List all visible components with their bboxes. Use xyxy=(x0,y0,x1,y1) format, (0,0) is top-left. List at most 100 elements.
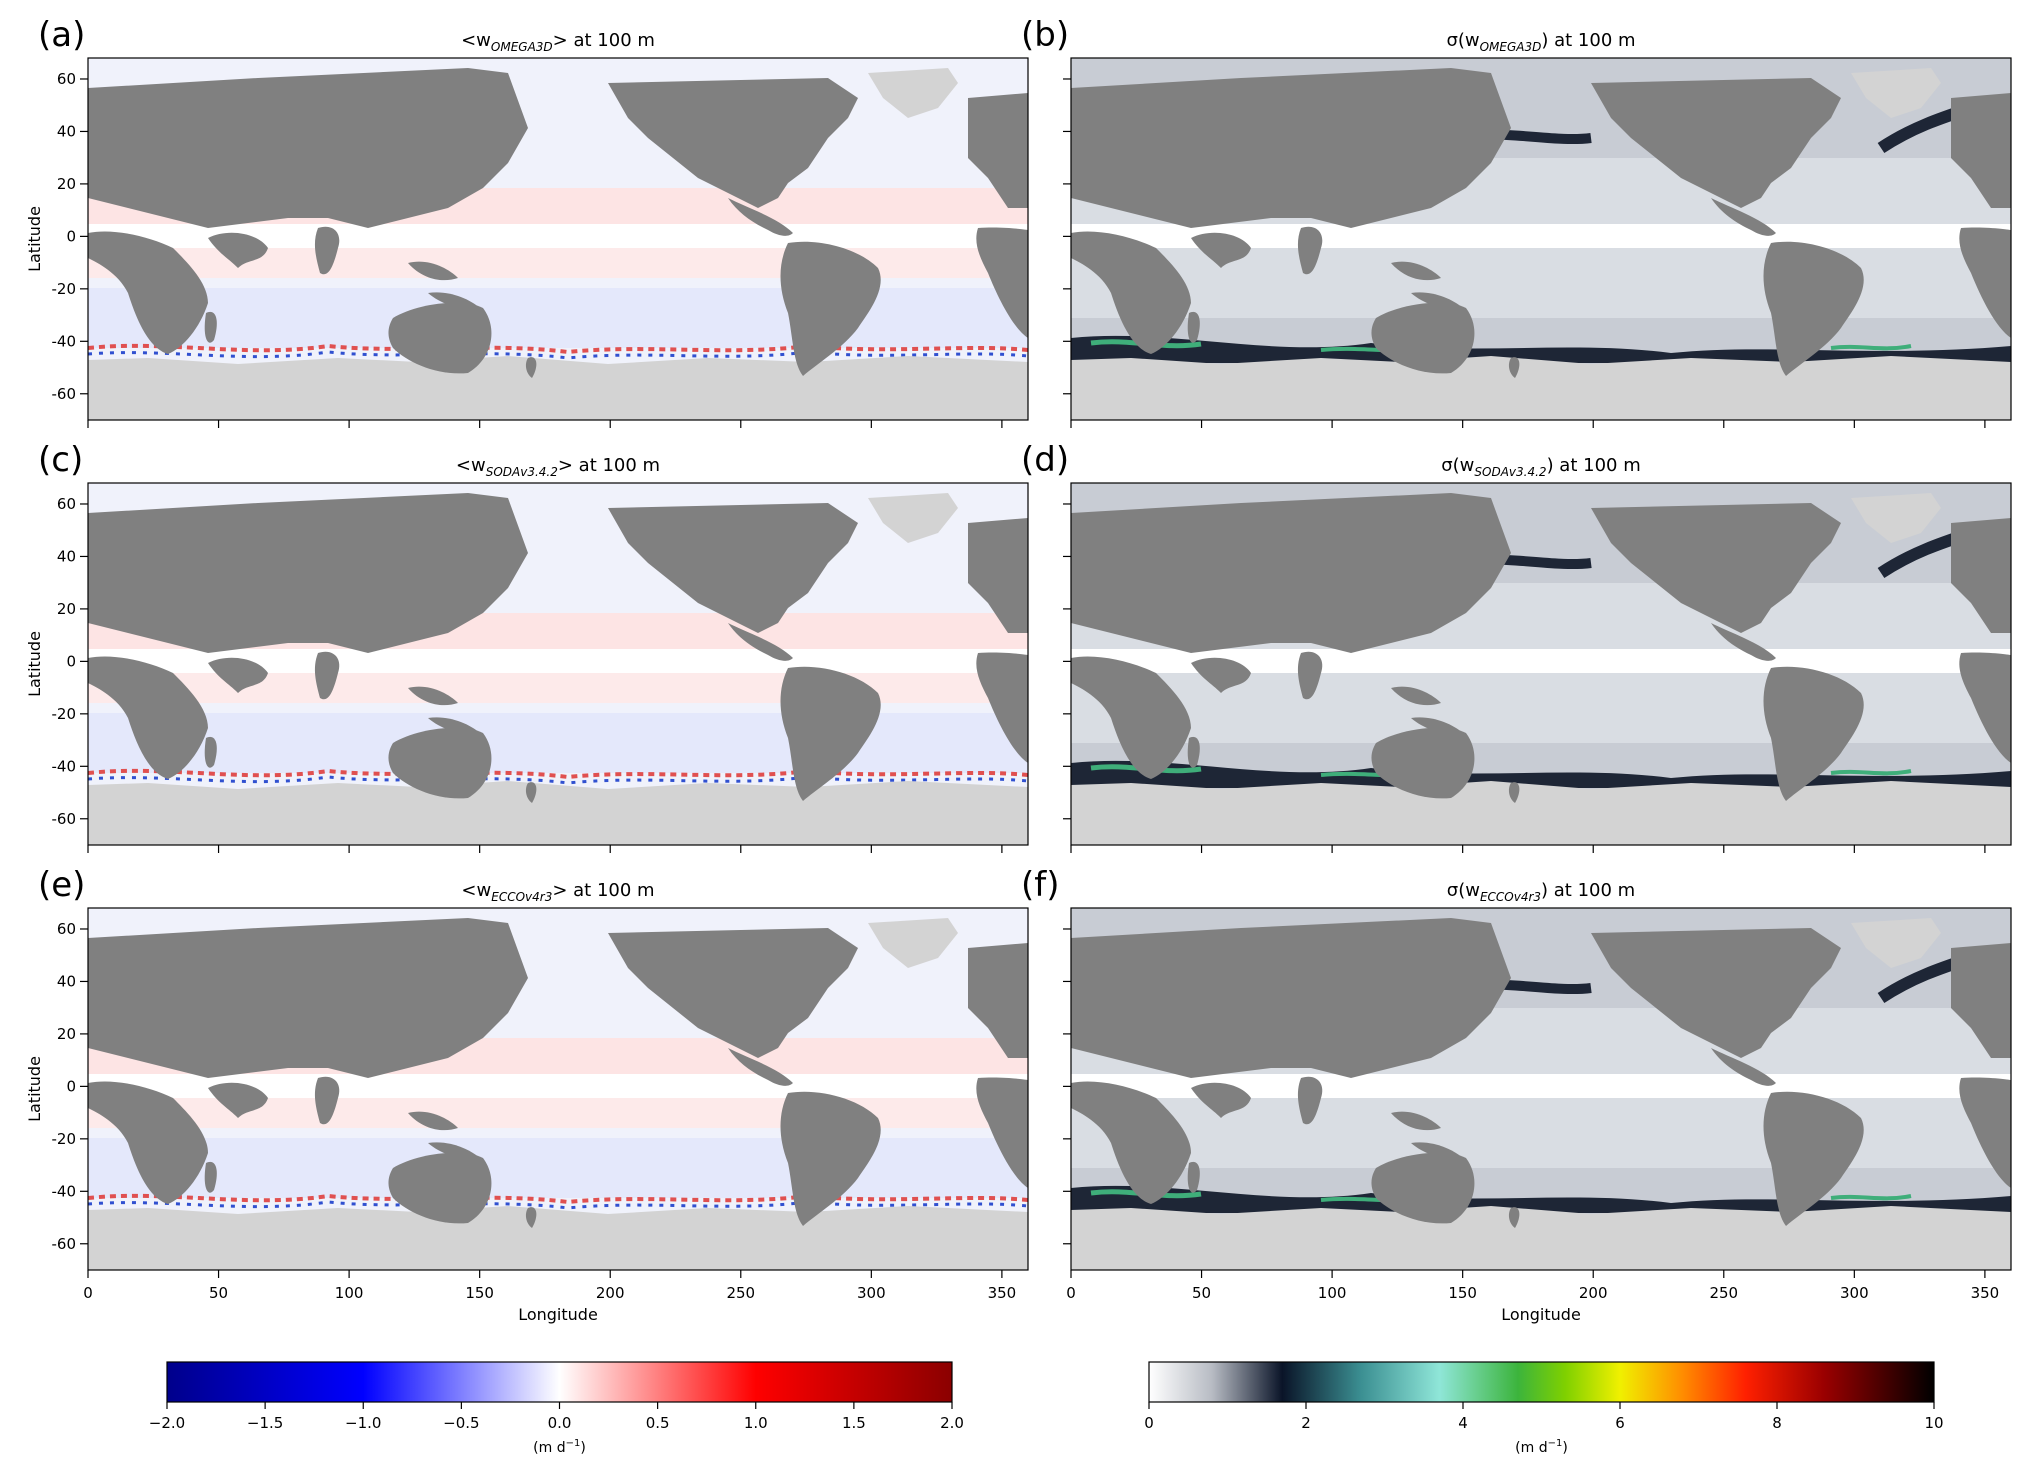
panel-letter: (c) xyxy=(38,440,83,480)
colorbar-tick-label: −0.5 xyxy=(443,1414,479,1432)
panel-letter: (a) xyxy=(38,15,85,55)
title-tail: ) at 100 m xyxy=(1547,455,1641,476)
y-tick-label: -40 xyxy=(52,332,77,350)
panel-frame xyxy=(87,482,1029,846)
panel-frame xyxy=(1070,57,2012,421)
panel-letter: (f) xyxy=(1021,865,1060,905)
x-tick-label: 300 xyxy=(857,1284,886,1302)
x-tick-label: 50 xyxy=(1192,1284,1211,1302)
y-tick-label: -20 xyxy=(52,705,77,723)
y-tick-label: 0 xyxy=(66,652,76,670)
panel-title: σ(wOMEGA3D) at 100 m xyxy=(1446,30,1635,54)
y-tick-label: -20 xyxy=(52,1130,77,1148)
x-tick-label: 50 xyxy=(209,1284,228,1302)
panel-field xyxy=(1071,908,2011,1270)
panel-field xyxy=(1071,58,2011,420)
x-tick-label: 150 xyxy=(465,1284,494,1302)
title-main: σ(w xyxy=(1447,880,1480,901)
title-main: <w xyxy=(461,880,491,901)
title-main: σ(w xyxy=(1441,455,1474,476)
panel-letter: (b) xyxy=(1021,15,1069,55)
colorbar-tick-label: 2.0 xyxy=(940,1414,964,1432)
y-tick-label: 60 xyxy=(57,495,76,513)
y-tick-label: 60 xyxy=(57,920,76,938)
y-tick-label: 60 xyxy=(57,70,76,88)
colorbars-layer: −2.0 −1.5 −1.0 −0.5 0.0 0.5 1.0 1.5 2.0(m d−1)0 2… xyxy=(149,1361,1944,1456)
title-subscript: ECCOv4r3 xyxy=(1480,890,1541,904)
colorbar-unit-label: (m d−1) xyxy=(1515,1438,1568,1456)
colorbar-tick-label: 2 xyxy=(1301,1414,1311,1432)
y-axis-label: Latitude xyxy=(25,1056,44,1122)
colorbar-tick-label: 8 xyxy=(1772,1414,1782,1432)
x-tick-label: 0 xyxy=(1066,1284,1076,1302)
panel-title: <wSODAv3.4.2> at 100 m xyxy=(456,455,660,479)
panel-e: 0 50 100 150 200 250 300 350 -60 -40 -20 0 20 40 60 (e)… xyxy=(25,865,1029,1324)
y-axis-label: Latitude xyxy=(25,631,44,697)
y-tick-label: -40 xyxy=(52,1182,77,1200)
colorbar-tick-label: 4 xyxy=(1458,1414,1468,1432)
panel-title: σ(wSODAv3.4.2) at 100 m xyxy=(1441,455,1640,479)
panel-frame xyxy=(1070,482,2012,846)
panel-d: (d) σ(wSODAv3.4.2) at 100 m xyxy=(1021,440,2012,853)
y-tick-label: 40 xyxy=(57,122,76,140)
colorbar-tick-label: 0.5 xyxy=(646,1414,670,1432)
x-axis-label: Longitude xyxy=(1501,1305,1581,1324)
colorbar-tick-label: 1.5 xyxy=(842,1414,866,1432)
panel-field xyxy=(1071,483,2011,845)
title-tail: > at 100 m xyxy=(552,880,654,901)
title-subscript: OMEGA3D xyxy=(491,40,553,54)
title-subscript: SODAv3.4.2 xyxy=(486,465,558,479)
x-tick-label: 200 xyxy=(1579,1284,1608,1302)
colorbar-tick-label: −2.0 xyxy=(149,1414,185,1432)
title-subscript: OMEGA3D xyxy=(1480,40,1542,54)
panel-frame xyxy=(1070,907,2012,1271)
panel-field xyxy=(88,483,1028,845)
y-tick-label: 20 xyxy=(57,175,76,193)
x-tick-label: 100 xyxy=(1318,1284,1347,1302)
title-tail: > at 100 m xyxy=(553,30,655,51)
y-tick-label: 40 xyxy=(57,547,76,565)
panel-a: -60 -40 -20 0 20 40 60 (a) <wOMEGA3D> at 100 m La… xyxy=(25,15,1029,428)
y-tick-label: 20 xyxy=(57,600,76,618)
x-tick-label: 250 xyxy=(1709,1284,1738,1302)
x-tick-label: 200 xyxy=(596,1284,625,1302)
y-tick-label: -60 xyxy=(52,385,77,403)
panel-title: <wOMEGA3D> at 100 m xyxy=(461,30,655,54)
y-tick-label: -60 xyxy=(52,810,77,828)
title-main: <w xyxy=(461,30,491,51)
x-tick-label: 100 xyxy=(335,1284,364,1302)
title-tail: > at 100 m xyxy=(558,455,660,476)
y-tick-label: -60 xyxy=(52,1235,77,1253)
panel-field xyxy=(88,58,1028,420)
panel-letter: (e) xyxy=(38,865,85,905)
colorbar-tick-label: 1.0 xyxy=(744,1414,768,1432)
colorbar-tick-label: 10 xyxy=(1924,1414,1943,1432)
colorbar-tick-label: −1.0 xyxy=(345,1414,381,1432)
panel-title: σ(wECCOv4r3) at 100 m xyxy=(1447,880,1635,904)
y-tick-label: -40 xyxy=(52,757,77,775)
colorbar-gradient xyxy=(1148,1361,1935,1403)
y-tick-label: 0 xyxy=(66,1077,76,1095)
colorbar-unit-label: (m d−1) xyxy=(533,1438,586,1456)
y-tick-label: -20 xyxy=(52,280,77,298)
y-tick-label: 40 xyxy=(57,972,76,990)
x-axis-label: Longitude xyxy=(518,1305,598,1324)
title-main: <w xyxy=(456,455,486,476)
unit-main: (m d xyxy=(533,1440,565,1456)
panel-field xyxy=(88,908,1028,1270)
title-tail: ) at 100 m xyxy=(1541,880,1635,901)
colorbar-gradient xyxy=(166,1361,953,1403)
panel-b: (b) σ(wOMEGA3D) at 100 m xyxy=(1021,15,2012,428)
y-tick-label: 0 xyxy=(66,227,76,245)
title-subscript: SODAv3.4.2 xyxy=(1474,465,1546,479)
title-main: σ(w xyxy=(1446,30,1479,51)
panel-frame xyxy=(87,57,1029,421)
title-tail: ) at 100 m xyxy=(1541,30,1635,51)
colorbar-mean: −2.0 −1.5 −1.0 −0.5 0.0 0.5 1.0 1.5 2.0 (m d−1) xyxy=(149,1361,964,1456)
panel-frame xyxy=(87,907,1029,1271)
panel-c: -60 -40 -20 0 20 40 60 (c) <wSODAv3.4.2> at 100 … xyxy=(25,440,1029,853)
title-subscript: ECCOv4r3 xyxy=(491,890,552,904)
panel-f: 0 50 100 150 200 250 300 350 (f) σ(wECCOv4r3) at … xyxy=(1021,865,2012,1324)
